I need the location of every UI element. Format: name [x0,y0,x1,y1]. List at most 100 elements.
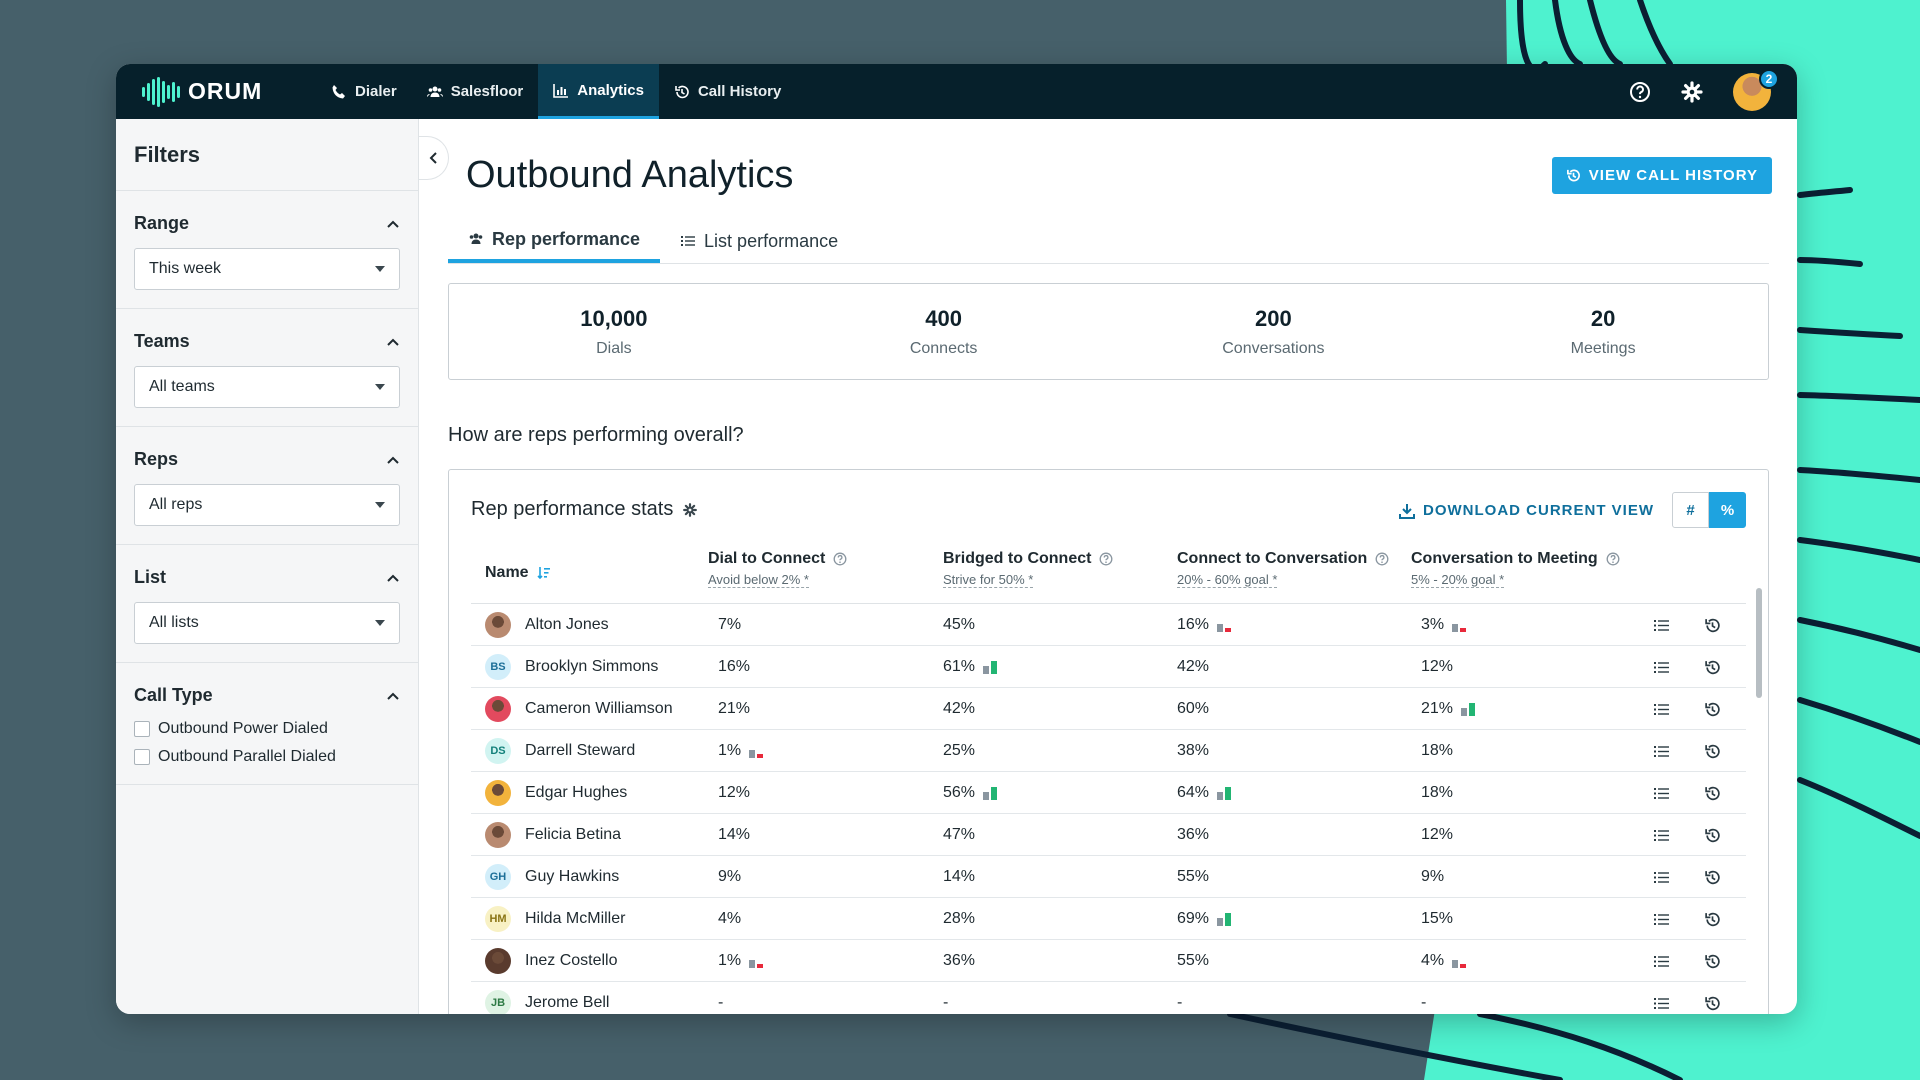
filter-reps: Reps All reps [116,427,418,545]
tab-rep-performance[interactable]: Rep performance [448,219,661,263]
avatar: GH [485,864,511,890]
page-title: Outbound Analytics [466,154,794,196]
metric-cell: 4% [1421,940,1467,982]
view-list-button[interactable] [1653,688,1670,730]
filter-reps-header[interactable]: Reps [134,449,400,470]
table-scrollbar[interactable] [1756,588,1762,698]
metric-value: 18% [1421,742,1454,759]
call-type-option-parallel[interactable]: Outbound Parallel Dialed [134,748,400,766]
users-icon [469,233,483,244]
rep-name: Felicia Betina [525,826,622,843]
nav-salesfloor[interactable]: Salesfloor [412,64,539,119]
rep-name-cell[interactable]: Edgar Hughes [485,772,627,814]
view-list-button[interactable] [1653,814,1670,856]
download-current-view-button[interactable]: DOWNLOAD CURRENT VIEW [1399,502,1654,519]
metric-cell: 36% [1177,814,1209,856]
chevron-up-icon [387,692,399,700]
nav-analytics[interactable]: Analytics [538,64,659,119]
filter-list-header[interactable]: List [134,567,400,588]
rep-name-cell[interactable]: Alton Jones [485,604,609,646]
checkbox[interactable] [134,749,150,765]
rep-name-cell[interactable]: Cameron Williamson [485,688,673,730]
metric-value: - [718,994,724,1011]
gear-icon[interactable] [1681,80,1703,103]
history-icon [1705,870,1720,884]
rep-name-cell[interactable]: BS Brooklyn Simmons [485,646,658,688]
column-name-header[interactable]: Name [485,564,551,582]
view-history-button[interactable] [1704,940,1721,982]
toggle-count[interactable]: # [1672,492,1709,528]
view-history-button[interactable] [1704,730,1721,772]
sort-icon [537,567,550,580]
table-row: Edgar Hughes 12% 56% 64% 18% [471,772,1746,814]
view-history-button[interactable] [1704,772,1721,814]
teams-select[interactable]: All teams [134,366,400,408]
view-list-button[interactable] [1653,604,1670,646]
rep-name-cell[interactable]: Inez Costello [485,940,618,982]
view-list-button[interactable] [1653,730,1670,772]
metric-cell: 60% [1177,688,1209,730]
nav-dialer[interactable]: Dialer [316,64,412,119]
rep-name: Cameron Williamson [525,700,673,717]
view-list-button[interactable] [1653,646,1670,688]
user-avatar[interactable]: 2 [1733,68,1779,111]
metric-cell: 3% [1421,604,1467,646]
call-type-option-power[interactable]: Outbound Power Dialed [134,720,400,738]
nav-call-history[interactable]: Call History [659,64,796,119]
toggle-percent[interactable]: % [1709,492,1746,528]
column-conversation-to-meeting: Conversation to Meeting 5% - 20% goal * [1411,550,1620,589]
metric-cell: 9% [1421,856,1444,898]
help-icon[interactable] [1629,81,1651,103]
view-list-button[interactable] [1653,856,1670,898]
list-select[interactable]: All lists [134,602,400,644]
tab-list-performance[interactable]: List performance [660,219,858,263]
collapse-sidebar-button[interactable] [419,136,449,180]
logo-waveform-icon [142,76,180,107]
metric-value: 14% [718,826,751,843]
view-history-button[interactable] [1704,898,1721,940]
filter-call-type-header[interactable]: Call Type [134,685,400,706]
kpi-label: Connects [909,339,978,357]
range-select[interactable]: This week [134,248,400,290]
metric-cell: 55% [1177,940,1209,982]
filter-teams-header[interactable]: Teams [134,331,400,352]
rep-name-cell[interactable]: Felicia Betina [485,814,621,856]
view-history-button[interactable] [1704,646,1721,688]
view-call-history-button[interactable]: VIEW CALL HISTORY [1551,157,1772,194]
help-icon[interactable] [1099,552,1113,566]
filter-range-header[interactable]: Range [134,213,400,234]
rep-name-cell[interactable]: GH Guy Hawkins [485,856,619,898]
checkbox[interactable] [134,721,150,737]
caret-down-icon [375,620,385,626]
metric-cell: 21% [1421,688,1476,730]
rep-name-cell[interactable]: JB Jerome Bell [485,982,609,1014]
history-icon [1705,744,1720,758]
reps-select[interactable]: All reps [134,484,400,526]
metric-value: - [1177,994,1183,1011]
orum-logo[interactable]: ORUM [142,76,292,107]
kpi-label: Dials [596,339,632,357]
gear-icon[interactable] [683,502,698,517]
view-history-button[interactable] [1704,814,1721,856]
table-row: DS Darrell Steward 1% 25% 38% 18% [471,730,1746,772]
view-list-button[interactable] [1653,982,1670,1014]
rep-name-cell[interactable]: DS Darrell Steward [485,730,635,772]
rep-name-cell[interactable]: HM Hilda McMiller [485,898,625,940]
avatar [485,822,511,848]
help-icon[interactable] [1375,552,1389,566]
list-icon [1654,913,1669,925]
list-icon [1654,661,1669,673]
view-list-button[interactable] [1653,940,1670,982]
view-history-button[interactable] [1704,688,1721,730]
view-list-button[interactable] [1653,898,1670,940]
download-icon [1399,503,1415,519]
view-list-button[interactable] [1653,772,1670,814]
view-history-button[interactable] [1704,982,1721,1014]
metric-value: 25% [943,742,976,759]
view-history-button[interactable] [1704,604,1721,646]
caret-down-icon [375,502,385,508]
help-icon[interactable] [833,552,847,566]
view-history-button[interactable] [1704,856,1721,898]
help-icon[interactable] [1606,552,1620,566]
metric-value: 12% [1421,826,1454,843]
